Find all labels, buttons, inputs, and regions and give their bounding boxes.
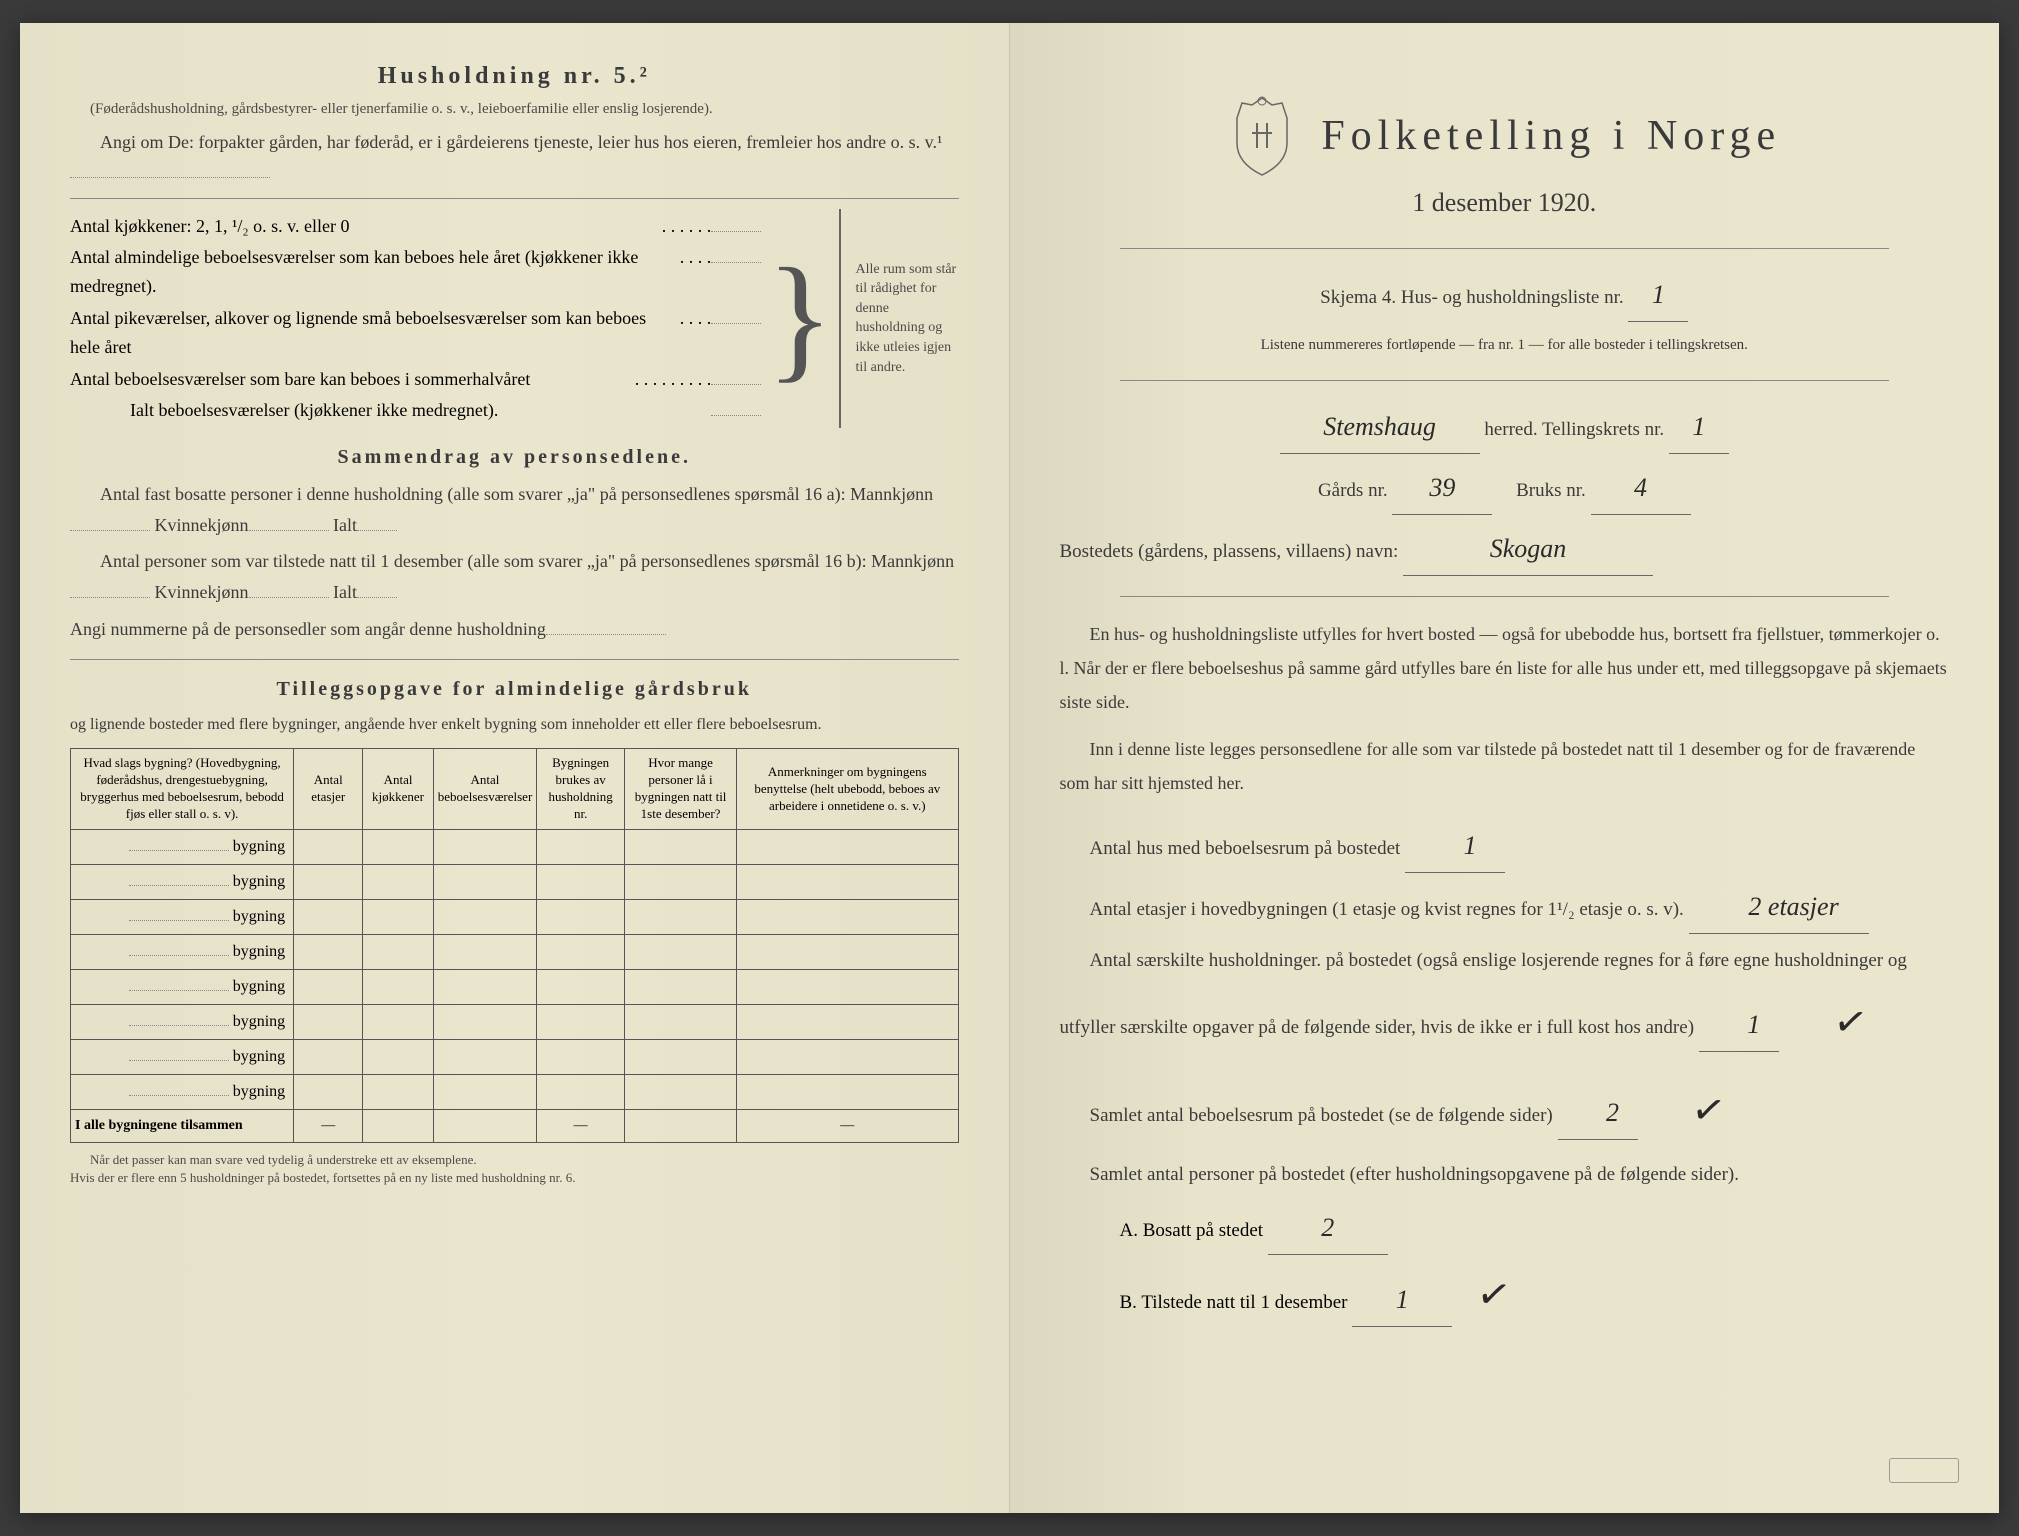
table-footer-row: I alle bygningene tilsammen ——— [71,1109,959,1142]
census-document: Husholdning nr. 5.² (Føderådshusholdning… [20,23,1999,1513]
rooms-maid: Antal pikeværelser, alkover og lignende … [70,304,680,362]
table-row: bygning [71,1074,959,1109]
right-page: Folketelling i Norge 1 desember 1920. Sk… [1010,23,2000,1513]
footer-label: I alle bygningene tilsammen [71,1109,294,1142]
paragraph-2: Inn i denne liste legges personsedlene f… [1060,732,1950,800]
table-row: bygning [71,969,959,1004]
household-title: Husholdning nr. 5.² [70,63,959,90]
th-type: Hvad slags bygning? (Hovedbygning, føder… [71,749,294,830]
paragraph-1: En hus- og husholdningsliste utfylles fo… [1060,617,1950,720]
divider [1120,596,1890,597]
rooms-summer: Antal beboelsesværelser som bare kan beb… [70,365,635,394]
q2: Antal etasjer i hovedbygningen (1 etasje… [1060,881,1950,934]
sub-answers: A. Bosatt på stedet 2 B. Tilstede natt t… [1120,1202,1950,1335]
summary-2: Antal personer som var tilstede natt til… [70,546,959,607]
divider [1120,380,1890,381]
bracket-icon: } [766,262,833,374]
rooms-total: Ialt beboelsesværelser (kjøkkener ikke m… [130,396,711,425]
gards-value: 39 [1392,462,1492,515]
table-header-row: Hvad slags bygning? (Hovedbygning, føder… [71,749,959,830]
summary-1: Antal fast bosatte personer i denne hush… [70,479,959,540]
checkmark-icon: ✓ [1797,975,1873,1065]
subtitle: 1 desember 1920. [1060,188,1950,218]
checkmark-icon: ✓ [1656,1063,1732,1153]
table-row: bygning [71,934,959,969]
th-household: Bygningen brukes av husholdning nr. [537,749,625,830]
qb-value: 1 [1352,1274,1452,1327]
q1: Antal hus med beboelsesrum på bostedet 1 [1060,820,1950,873]
checkmark-icon: ✓ [1470,1253,1517,1338]
q3-value: 1 [1699,999,1779,1052]
gards-line: Gårds nr. 39 Bruks nr. 4 [1060,462,1950,515]
herred-value: Stemshaug [1280,401,1480,454]
krets-value: 1 [1669,401,1729,454]
bosted-line: Bostedets (gårdens, plassens, villaens) … [1060,523,1950,576]
supplement-note: og lignende bosteder med flere bygninger… [70,711,959,738]
herred-line: Stemshaug herred. Tellingskrets nr. 1 [1060,401,1950,454]
supplement-title: Tilleggsopgave for almindelige gårdsbruk [70,678,959,701]
coat-of-arms-icon [1227,93,1297,178]
q4: Samlet antal beboelsesrum på bostedet (s… [1060,1068,1950,1148]
household-instruction: Angi om De: forpakter gården, har føderå… [70,127,959,188]
th-rooms: Antal beboelsesværelser [433,749,537,830]
qa: A. Bosatt på stedet 2 [1120,1202,1950,1255]
summary-3: Angi nummerne på de personsedler som ang… [70,614,959,645]
q4-value: 2 [1558,1087,1638,1140]
rooms-section: Antal kjøkkener: 2, 1, ¹/₂ o. s. v. elle… [70,209,959,429]
form-number-line: Skjema 4. Hus- og husholdningsliste nr. … [1060,269,1950,322]
table-footnote: Når det passer kan man svare ved tydelig… [70,1151,959,1187]
building-table: Hvad slags bygning? (Hovedbygning, føder… [70,748,959,1143]
divider [1120,248,1890,249]
th-floors: Antal etasjer [294,749,363,830]
q3: Antal særskilte husholdninger. på bosted… [1060,942,1950,1060]
bruks-value: 4 [1591,462,1691,515]
left-page: Husholdning nr. 5.² (Føderådshusholdning… [20,23,1010,1513]
rooms-year: Antal almindelige beboelsesværelser som … [70,243,680,301]
form-nr-value: 1 [1628,269,1688,322]
instruction-text: Angi om De: forpakter gården, har føderå… [100,132,942,152]
table-row: bygning [71,899,959,934]
bracket-note: Alle rum som står til rådighet for denne… [839,209,959,429]
blank-field [70,158,270,178]
th-kitchens: Antal kjøkkener [363,749,433,830]
qa-value: 2 [1268,1202,1388,1255]
table-row: bygning [71,1039,959,1074]
household-note: (Føderådshusholdning, gårdsbestyrer- ell… [70,98,959,121]
q1-value: 1 [1405,820,1505,873]
stamp-icon [1889,1458,1959,1483]
kitchen-line: Antal kjøkkener: 2, 1, ¹/₂ o. s. v. elle… [70,212,662,241]
table-row: bygning [71,829,959,864]
qb: B. Tilstede natt til 1 desember 1 ✓ [1120,1255,1950,1335]
th-notes: Anmerkninger om bygningens benyttelse (h… [737,749,958,830]
table-row: bygning [71,864,959,899]
q2-value: 2 etasjer [1689,881,1869,934]
summary-title: Sammendrag av personsedlene. [70,446,959,469]
main-title-block: Folketelling i Norge [1060,93,1950,178]
form-note: Listene nummereres fortløpende — fra nr.… [1060,330,1950,360]
table-row: bygning [71,1004,959,1039]
th-persons: Hvor mange personer lå i bygningen natt … [625,749,737,830]
bosted-value: Skogan [1403,523,1653,576]
main-title: Folketelling i Norge [1321,112,1781,160]
q5: Samlet antal personer på bostedet (efter… [1060,1156,1950,1194]
